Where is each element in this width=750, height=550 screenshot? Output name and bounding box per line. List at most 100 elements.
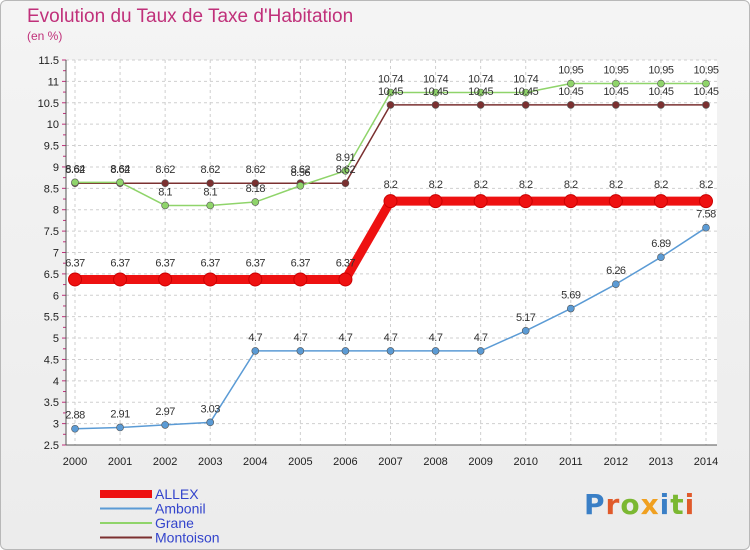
y-tick-label: 6 [53,290,59,302]
data-point-ambonil [431,347,440,355]
data-point-allex [338,272,353,287]
data-point-montoison [566,101,575,109]
data-point-grane [612,79,620,88]
x-tick-label: 2004 [243,456,267,468]
data-point-montoison [341,179,350,187]
data-point-allex [158,272,173,287]
data-point-grane [521,88,530,97]
data-point-allex [563,194,578,209]
x-tick-label: 2013 [649,456,673,468]
data-label-montoison: 10.45 [423,86,448,98]
data-label-allex: 6.37 [291,257,311,269]
logo-letter: t [670,488,685,521]
data-point-allex [428,194,443,209]
data-point-montoison [206,179,215,187]
data-label-montoison: 8.62 [155,164,175,176]
data-point-allex [653,194,668,209]
x-tick-label: 2007 [378,456,402,468]
data-label-allex: 8.2 [429,179,443,191]
data-label-grane: 10.95 [693,65,718,77]
y-tick-label: 9.5 [44,141,59,153]
data-point-ambonil [657,253,665,262]
y-tick-label: 10.5 [38,98,59,110]
data-point-montoison [431,101,440,109]
y-tick-label: 7 [53,248,59,260]
data-point-montoison [386,101,395,109]
data-point-ambonil [116,423,124,432]
data-label-ambonil: 2.91 [110,408,130,420]
data-point-grane [386,88,395,97]
data-point-ambonil [341,347,350,355]
data-label-ambonil: 4.7 [474,332,488,344]
data-point-montoison [657,101,665,109]
data-label-grane: 10.74 [468,74,493,86]
data-point-ambonil [702,223,710,232]
data-label-ambonil: 5.17 [516,312,536,324]
data-label-montoison: 10.45 [648,86,673,98]
legend-label-grane: Grane [155,515,194,531]
y-tick-label: 5 [53,333,59,345]
x-tick-label: 2003 [198,456,222,468]
grid [66,59,717,446]
data-label-allex: 6.37 [336,257,356,269]
data-label-grane: 8.56 [291,167,311,179]
data-point-allex [608,194,623,209]
logo-letter: P [584,488,606,521]
data-point-grane [296,181,305,190]
data-label-montoison: 10.45 [603,86,628,98]
x-tick-label: 2012 [604,456,628,468]
data-point-ambonil [296,347,305,355]
logo-letter: r [605,488,621,521]
y-tick-label: 8 [53,205,59,217]
data-label-montoison: 8.62 [65,164,85,176]
data-label-grane: 8.1 [158,186,172,198]
data-point-ambonil [251,347,260,355]
data-label-allex: 8.2 [654,179,668,191]
y-tick-label: 8.5 [44,183,59,195]
data-label-grane: 10.74 [378,74,403,86]
y-tick-label: 4 [53,376,59,388]
data-point-ambonil [71,424,79,433]
y-tick-label: 3.5 [44,397,59,409]
data-point-montoison [161,179,169,187]
y-tick-label: 10 [47,119,59,131]
data-label-ambonil: 2.88 [65,410,85,422]
data-point-ambonil [476,347,485,355]
data-point-grane [341,166,350,175]
data-label-allex: 6.37 [201,257,221,269]
data-label-allex: 8.2 [609,179,623,191]
data-label-allex: 8.2 [564,179,578,191]
x-tick-label: 2009 [468,456,492,468]
data-point-grane [657,79,665,88]
data-point-grane [476,88,485,97]
series-lines [68,79,713,433]
x-tick-label: 2005 [288,456,312,468]
proxiti-logo: Proxiti [584,488,695,521]
data-label-allex: 6.37 [110,257,130,269]
data-label-allex: 8.2 [519,179,533,191]
y-tick-label: 4.5 [44,354,59,366]
data-label-grane: 8.18 [246,183,266,195]
data-label-montoison: 8.62 [336,164,356,176]
data-point-allex [383,194,398,209]
data-point-allex [699,194,713,209]
data-label-ambonil: 6.26 [606,265,626,277]
y-tick-label: 11 [48,76,59,88]
data-point-ambonil [612,280,620,288]
data-point-montoison [476,101,485,109]
data-label-grane: 8.64 [110,163,130,175]
data-label-ambonil: 3.03 [201,403,221,415]
legend-label-ambonil: Ambonil [155,501,206,517]
chart-title: Evolution du Taux de Taxe d'Habitation [27,6,354,27]
y-tick-label: 5.5 [44,312,59,324]
data-label-allex: 8.2 [474,179,488,191]
data-label-montoison: 8.62 [246,164,266,176]
data-label-ambonil: 4.7 [293,332,307,344]
data-label-grane: 8.91 [336,152,356,164]
data-point-allex [68,272,82,287]
data-point-grane [206,201,215,210]
legend-label-montoison: Montoison [155,530,220,546]
data-label-montoison: 10.45 [558,86,583,98]
data-label-montoison: 8.62 [291,164,311,176]
